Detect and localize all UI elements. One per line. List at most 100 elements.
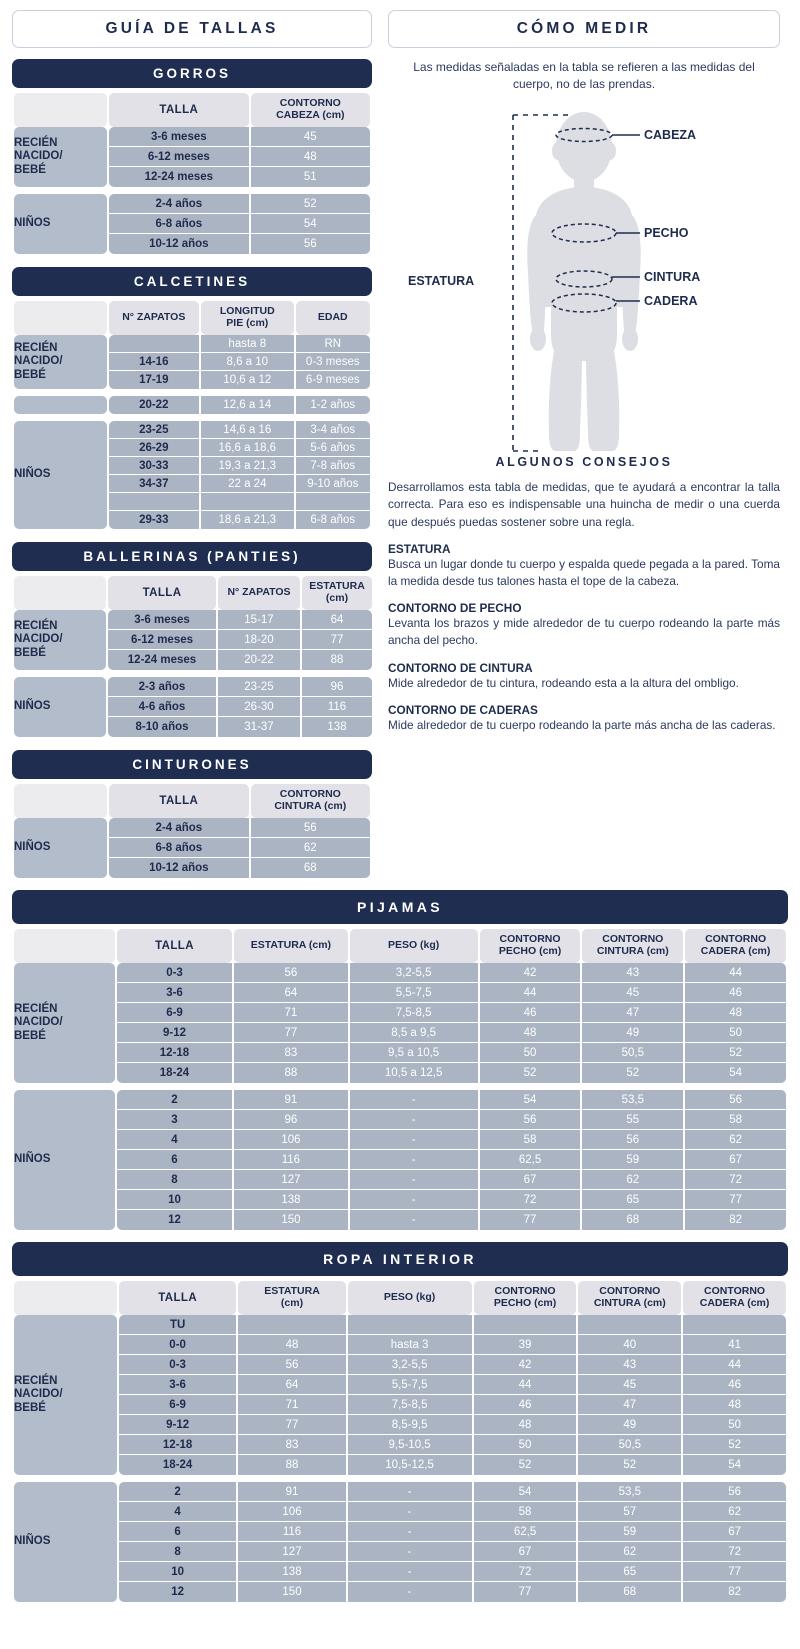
measure-cell: 48 [250, 147, 370, 167]
measure-cell: 138 [302, 717, 372, 737]
measure-cell: 72 [479, 1190, 581, 1210]
size-cell: 20-22 [108, 396, 200, 414]
size-cell: 0-0 [118, 1335, 237, 1355]
category-cell: RECIÉN NACIDO/BEBÉ [14, 127, 108, 187]
measure-cell: 65 [578, 1562, 682, 1582]
size-cell: 6 [116, 1150, 233, 1170]
size-cell: 9-12 [116, 1023, 233, 1043]
measure-cell: 49 [578, 1415, 682, 1435]
table-row: NIÑOS 23-25 14,6 a 16 3-4 años [14, 421, 370, 529]
header-cell-blank [14, 93, 108, 127]
measure-cell: 64 [234, 983, 348, 1003]
child-silhouette-diagram: CABEZA PECHO CINTURA CADERA ESTATURA [408, 112, 700, 452]
size-cell: 10-12 años [109, 858, 249, 878]
measure-cell: 56 [683, 1482, 786, 1502]
table-row: 3-6 64 5,5-7,5 44 45 46 [14, 983, 786, 1003]
measure-cell: 45 [250, 127, 370, 147]
measure-cell: 52 [582, 1063, 684, 1083]
measure-cell: 52 [685, 1043, 786, 1063]
size-cell: 17-19 [108, 371, 200, 389]
table-row [14, 493, 370, 511]
measure-cell: 41 [683, 1335, 786, 1355]
table-title-pijamas: PIJAMAS [12, 890, 788, 924]
table-row: 20-22 12,6 a 14 1-2 años [14, 396, 370, 414]
size-cell: 12-18 [118, 1435, 237, 1455]
measure-cell [473, 1315, 577, 1335]
silhouette-arm-left [527, 213, 546, 336]
right-column: CÓMO MEDIR Las medidas señaladas en la t… [388, 10, 780, 745]
table-row: 14-16 8,6 a 10 0-3 meses [14, 353, 370, 371]
silhouette-hand-left [530, 327, 546, 352]
measure-cell: 52 [473, 1455, 577, 1475]
measure-cell: 72 [683, 1542, 786, 1562]
size-cell: 0-3 [118, 1355, 237, 1375]
top-columns: GUÍA DE TALLAS GORROS TALLA CONTORNO CABEZ… [12, 10, 788, 878]
measure-cell: 54 [685, 1063, 786, 1083]
table-title-ballerinas: BALLERINAS (PANTIES) [12, 542, 372, 571]
measure-cell: 138 [238, 1562, 346, 1582]
table-row: 3-6 64 5,5-7,5 44 45 46 [14, 1375, 786, 1395]
size-cell: 4 [118, 1502, 237, 1522]
measure-cell: - [349, 1110, 478, 1130]
table-row: RECIÉN NACIDO/BEBÉ 3-6 meses 15-17 64 [14, 610, 372, 670]
measure-cell: 6-8 años [295, 511, 370, 529]
size-cell: 0-3 [116, 963, 233, 983]
size-table: TALLA ESTATURA (cm) PESO (kg) CONTORNO PECHO… [12, 929, 788, 1230]
measure-cell: 53,5 [578, 1482, 682, 1502]
tips-intro: Desarrollamos esta tabla de medidas, que… [388, 480, 780, 529]
how-to-measure-title: CÓMO MEDIR [388, 10, 780, 48]
size-cell [108, 493, 200, 511]
measure-cell: 56 [250, 234, 370, 254]
size-cell: 10 [118, 1562, 237, 1582]
table-row: 12-18 83 9,5-10,5 50 50,5 52 [14, 1435, 786, 1455]
table-title-cinturones: CINTURONES [12, 750, 372, 779]
measure-cell: 48 [473, 1415, 577, 1435]
table-row: 6 116-62,5 59 67 [14, 1150, 786, 1170]
header-cell: TALLA [109, 93, 249, 127]
measure-cell: 42 [473, 1355, 577, 1375]
tips-list: ESTATURA Busca un lugar donde tu cuerpo y… [388, 542, 780, 734]
measure-cell: 10,6 a 12 [201, 371, 294, 389]
size-table: TALLA CONTORNO CABEZA (cm) RECIÉN NACIDO/BEB… [12, 93, 372, 254]
measure-cell: 56 [238, 1355, 346, 1375]
measure-cell: 7-8 años [295, 457, 370, 475]
measure-cell: 77 [302, 630, 372, 650]
measure-cell: 55 [582, 1110, 684, 1130]
size-cell: 4 [116, 1130, 233, 1150]
cadera-measure-ellipse [551, 293, 617, 313]
measure-cell: - [349, 1210, 478, 1230]
measure-cell: 52 [578, 1455, 682, 1475]
silhouette-arm-right [622, 213, 641, 336]
category-cell: RECIÉN NACIDO/BEBÉ [14, 1315, 117, 1475]
measure-cell: 77 [238, 1415, 346, 1435]
measure-cell: 7,5-8,5 [347, 1395, 472, 1415]
measure-cell: 62 [685, 1130, 786, 1150]
table-row: 12-18 83 9,5 a 10,5 50 50,5 52 [14, 1043, 786, 1063]
table-row: NIÑOS 2-3 años 23-25 96 [14, 677, 372, 737]
table-row: NIÑOS 2-4 años 56 [14, 818, 370, 878]
size-cell: 12-24 meses [108, 650, 216, 670]
measure-cell [578, 1315, 682, 1335]
measure-cell: 18-20 [218, 630, 300, 650]
measure-cell: RN [295, 335, 370, 353]
measure-cell: 9,5-10,5 [347, 1435, 472, 1455]
silhouette-head [556, 112, 612, 183]
measure-cell: 96 [234, 1110, 348, 1130]
row-group-gap [14, 1083, 786, 1090]
measure-cell: 23-25 [218, 677, 300, 697]
how-to-measure-intro: Las medidas señaladas en la tabla se ref… [413, 60, 755, 92]
measure-cell: 39 [473, 1335, 577, 1355]
header-cell: PESO (kg) [349, 929, 478, 963]
measure-cell: 48 [683, 1395, 786, 1415]
measure-cell: 68 [578, 1582, 682, 1602]
table-row: 8 127-67 62 72 [14, 1542, 786, 1562]
row-group-gap [14, 389, 370, 396]
table-row: 12 150-77 68 82 [14, 1210, 786, 1230]
measure-cell: 46 [685, 983, 786, 1003]
table-row: RECIÉN NACIDO/BEBÉ 3-6 meses 45 [14, 127, 370, 187]
measure-cell: - [349, 1150, 478, 1170]
measure-cell: 52 [683, 1435, 786, 1455]
measure-cell: 77 [685, 1190, 786, 1210]
measure-cell: 47 [578, 1395, 682, 1415]
measure-cell: 88 [238, 1455, 346, 1475]
